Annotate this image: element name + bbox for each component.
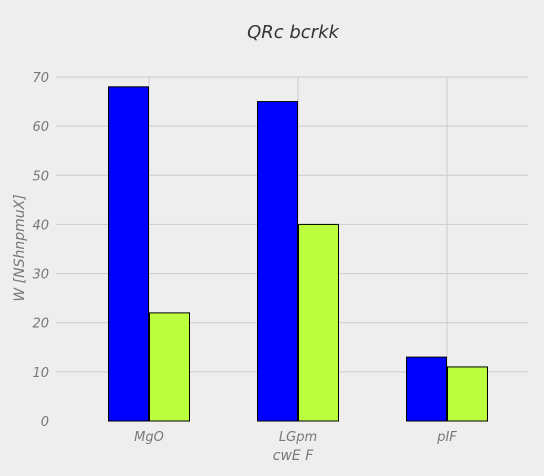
y-tick-label: 0	[41, 415, 49, 430]
bar-series-1-LGpm	[257, 101, 298, 422]
y-tick-label: 50	[32, 169, 49, 184]
bar-series-1-MgO	[108, 86, 149, 422]
y-tick-label: 60	[32, 120, 49, 135]
x-tick-label: pIF	[436, 430, 457, 445]
y-tick-label: 40	[32, 218, 49, 233]
y-tick-label: 70	[32, 71, 49, 86]
x-axis-label: cwE F	[273, 448, 314, 464]
y-tick-label: 20	[32, 317, 49, 332]
x-tick-label: MgO	[134, 430, 164, 445]
y-ticks: 0 10 20 30 40 50 60 70	[32, 71, 49, 430]
y-tick-label: 10	[32, 366, 49, 381]
x-tick-label: LGpm	[279, 430, 317, 445]
bars-layer	[108, 86, 488, 422]
y-axis-label: W [NShnpmuX]	[12, 194, 28, 301]
bar-series-1-pIF	[406, 356, 447, 422]
y-tick-label: 30	[32, 268, 49, 283]
x-ticks: MgO LGpm pIF	[134, 430, 457, 445]
chart-title: QRc bcrkk	[247, 22, 340, 43]
bar-series-2-LGpm	[298, 223, 339, 422]
bar-series-2-MgO	[149, 312, 190, 422]
bar-series-2-pIF	[447, 366, 488, 422]
